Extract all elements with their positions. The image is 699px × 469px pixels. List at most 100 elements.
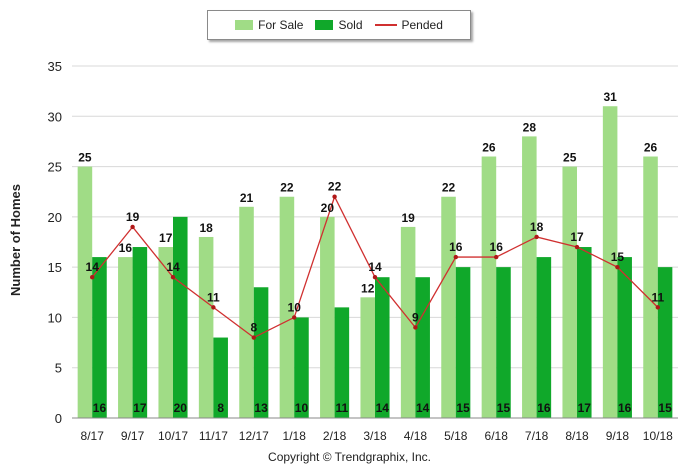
- pended-line: [90, 194, 660, 340]
- x-tick-label: 10/17: [158, 429, 188, 443]
- y-tick-label: 10: [48, 310, 62, 325]
- data-label-for-sale: 22: [280, 181, 294, 195]
- bar-sold: [536, 257, 552, 418]
- bar-for-sale: [562, 166, 577, 418]
- y-tick-label: 15: [48, 260, 62, 275]
- data-label-sold: 14: [376, 401, 390, 415]
- data-label-pended: 11: [651, 290, 664, 304]
- y-tick-label: 5: [55, 361, 62, 376]
- data-label-sold: 13: [254, 401, 268, 415]
- legend-item-for-sale: For Sale: [235, 18, 303, 32]
- x-tick-label: 2/18: [323, 429, 347, 443]
- bar-sold: [577, 247, 592, 418]
- data-labels: 25 16 16 17 17 20 18 8 21 13 22 10 20 11 12 14 19 14 22 15 2…: [78, 90, 672, 415]
- data-label-sold: 16: [618, 401, 632, 415]
- bar-sold: [213, 337, 228, 418]
- legend-item-sold: Sold: [315, 18, 363, 32]
- y-tick-label: 0: [55, 411, 62, 426]
- data-label-pended: 15: [611, 250, 625, 264]
- data-label-sold: 17: [133, 401, 147, 415]
- data-label-pended: 8: [250, 321, 257, 335]
- pended-point: [574, 244, 580, 250]
- data-label-for-sale: 25: [563, 151, 577, 165]
- bar-for-sale: [441, 196, 456, 418]
- data-label-for-sale: 19: [401, 211, 415, 225]
- x-tick-label: 3/18: [363, 429, 387, 443]
- bar-for-sale: [239, 206, 254, 418]
- data-label-sold: 8: [217, 401, 224, 415]
- pended-point: [413, 325, 418, 330]
- bar-for-sale: [320, 216, 335, 418]
- bar-sold: [455, 267, 471, 418]
- x-tick-label: 9/18: [606, 429, 630, 443]
- data-label-for-sale: 31: [603, 90, 617, 104]
- data-label-pended: 11: [207, 290, 220, 304]
- x-tick-label: 9/17: [121, 429, 145, 443]
- pended-point: [453, 254, 458, 260]
- data-label-for-sale: 20: [321, 201, 335, 215]
- data-label-sold: 20: [174, 401, 188, 415]
- x-tick-label: 8/17: [81, 429, 105, 443]
- data-label-for-sale: 25: [78, 151, 92, 165]
- data-label-for-sale: 17: [159, 231, 173, 245]
- axes: 0 5 10 15 20 25 30 35 8/17 9/17 10/17 11/17 12/17 1/1…: [48, 59, 678, 443]
- copyright-text: Copyright © Trendgraphix, Inc.: [268, 450, 431, 464]
- data-label-for-sale: 21: [240, 191, 254, 205]
- bar-for-sale: [198, 236, 214, 418]
- data-label-sold: 15: [658, 401, 672, 415]
- pended-point: [332, 194, 337, 199]
- pended-point: [130, 224, 135, 230]
- y-tick-label: 20: [48, 210, 62, 225]
- x-tick-label: 6/18: [485, 429, 509, 443]
- bar-for-sale: [77, 166, 93, 418]
- data-label-for-sale: 16: [119, 241, 133, 255]
- bar-for-sale: [400, 226, 416, 418]
- data-label-pended: 18: [530, 220, 544, 234]
- pended-point: [655, 305, 660, 310]
- pended-point: [170, 275, 176, 280]
- data-label-for-sale: 12: [361, 281, 375, 295]
- bar-sold: [92, 257, 107, 418]
- data-label-pended: 14: [86, 260, 100, 274]
- data-label-pended: 10: [288, 300, 302, 314]
- data-label-sold: 16: [93, 401, 107, 415]
- bar-for-sale: [158, 247, 173, 418]
- data-label-sold: 16: [537, 401, 551, 415]
- x-tick-label: 7/18: [525, 429, 549, 443]
- bar-sold: [496, 267, 511, 418]
- bar-sold: [173, 216, 188, 418]
- bar-sold: [294, 317, 309, 418]
- bar-sold: [375, 277, 390, 418]
- y-axis-title: Number of Homes: [8, 184, 23, 296]
- x-tick-label: 12/17: [239, 429, 269, 443]
- legend-swatch-pended: [374, 24, 397, 26]
- bar-for-sale: [643, 156, 658, 418]
- bar-for-sale: [602, 106, 618, 418]
- legend-item-pended: Pended: [374, 18, 443, 32]
- x-tick-label: 11/17: [199, 429, 228, 443]
- data-label-for-sale: 28: [523, 120, 537, 134]
- data-label-pended: 16: [490, 240, 504, 254]
- legend-swatch-sold: [315, 20, 334, 30]
- bar-for-sale: [522, 136, 537, 418]
- bar-for-sale: [279, 196, 295, 418]
- data-label-pended: 14: [166, 260, 180, 274]
- data-label-sold: 14: [416, 401, 430, 415]
- y-tick-label: 25: [48, 160, 62, 175]
- data-label-pended: 22: [328, 180, 342, 194]
- x-tick-label: 4/18: [404, 429, 428, 443]
- bar-sold: [657, 267, 673, 418]
- pended-point: [251, 335, 256, 340]
- pended-point: [372, 275, 378, 280]
- bars: [77, 106, 673, 418]
- data-label-pended: 9: [412, 310, 419, 324]
- bar-for-sale: [360, 297, 375, 418]
- bar-sold: [415, 277, 430, 418]
- data-label-for-sale: 22: [442, 181, 456, 195]
- x-tick-label: 5/18: [444, 429, 468, 443]
- bar-sold: [334, 307, 350, 418]
- pended-point: [494, 254, 499, 260]
- data-label-pended: 19: [126, 210, 140, 224]
- data-label-for-sale: 18: [199, 221, 213, 235]
